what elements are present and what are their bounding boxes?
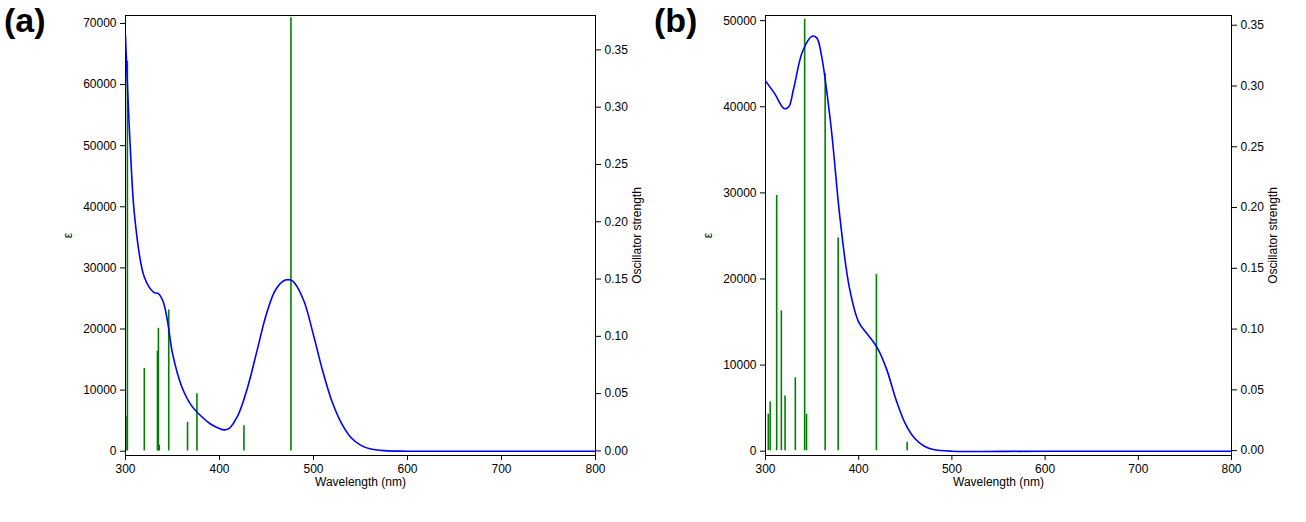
svg-text:ε: ε [701,232,715,238]
svg-text:300: 300 [755,462,775,476]
html-text:(a): (a) [4,1,46,39]
svg-text:Wavelength (nm): Wavelength (nm) [953,475,1044,489]
svg-text:10000: 10000 [83,383,117,397]
svg-text:400: 400 [209,462,229,476]
html-text:(b): (b) [654,1,698,39]
svg-text:300: 300 [115,462,135,476]
svg-text:0.00: 0.00 [1241,443,1265,457]
svg-text:0.10: 0.10 [1241,322,1265,336]
svg-text:0.10: 0.10 [605,329,629,343]
svg-text:Oscillator strength: Oscillator strength [630,187,644,284]
svg-text:400: 400 [849,462,869,476]
svg-text:0.05: 0.05 [605,386,629,400]
svg-text:Wavelength (nm): Wavelength (nm) [315,475,406,489]
svg-text:ε: ε [61,232,75,238]
svg-text:0.25: 0.25 [605,157,629,171]
svg-text:0.30: 0.30 [605,100,629,114]
svg-text:0.35: 0.35 [1241,18,1265,32]
svg-text:50000: 50000 [723,14,757,28]
svg-text:600: 600 [397,462,418,476]
svg-text:Oscillator strength: Oscillator strength [1266,187,1280,284]
svg-text:10000: 10000 [723,358,757,372]
svg-text:700: 700 [491,462,511,476]
svg-text:0: 0 [750,444,757,458]
svg-text:50000: 50000 [83,139,117,153]
svg-text:0.25: 0.25 [1241,140,1265,154]
svg-text:800: 800 [585,462,605,476]
svg-text:20000: 20000 [723,272,757,286]
svg-text:40000: 40000 [83,200,117,214]
svg-text:0.20: 0.20 [605,215,629,229]
svg-text:70000: 70000 [83,16,117,30]
svg-text:500: 500 [303,462,324,476]
svg-text:0.35: 0.35 [605,43,629,57]
svg-text:700: 700 [1128,462,1148,476]
svg-text:30000: 30000 [723,186,757,200]
svg-text:0.15: 0.15 [1241,261,1265,275]
svg-text:0.00: 0.00 [605,444,629,458]
svg-text:500: 500 [941,462,962,476]
svg-text:30000: 30000 [83,261,117,275]
svg-text:0: 0 [110,444,117,458]
svg-text:0.05: 0.05 [1241,383,1265,397]
svg-text:0.15: 0.15 [605,272,629,286]
svg-text:0.20: 0.20 [1241,200,1265,214]
svg-text:800: 800 [1221,462,1241,476]
svg-text:40000: 40000 [723,100,757,114]
svg-text:20000: 20000 [83,322,117,336]
svg-text:60000: 60000 [83,77,117,91]
svg-text:0.30: 0.30 [1241,79,1265,93]
svg-text:600: 600 [1035,462,1056,476]
